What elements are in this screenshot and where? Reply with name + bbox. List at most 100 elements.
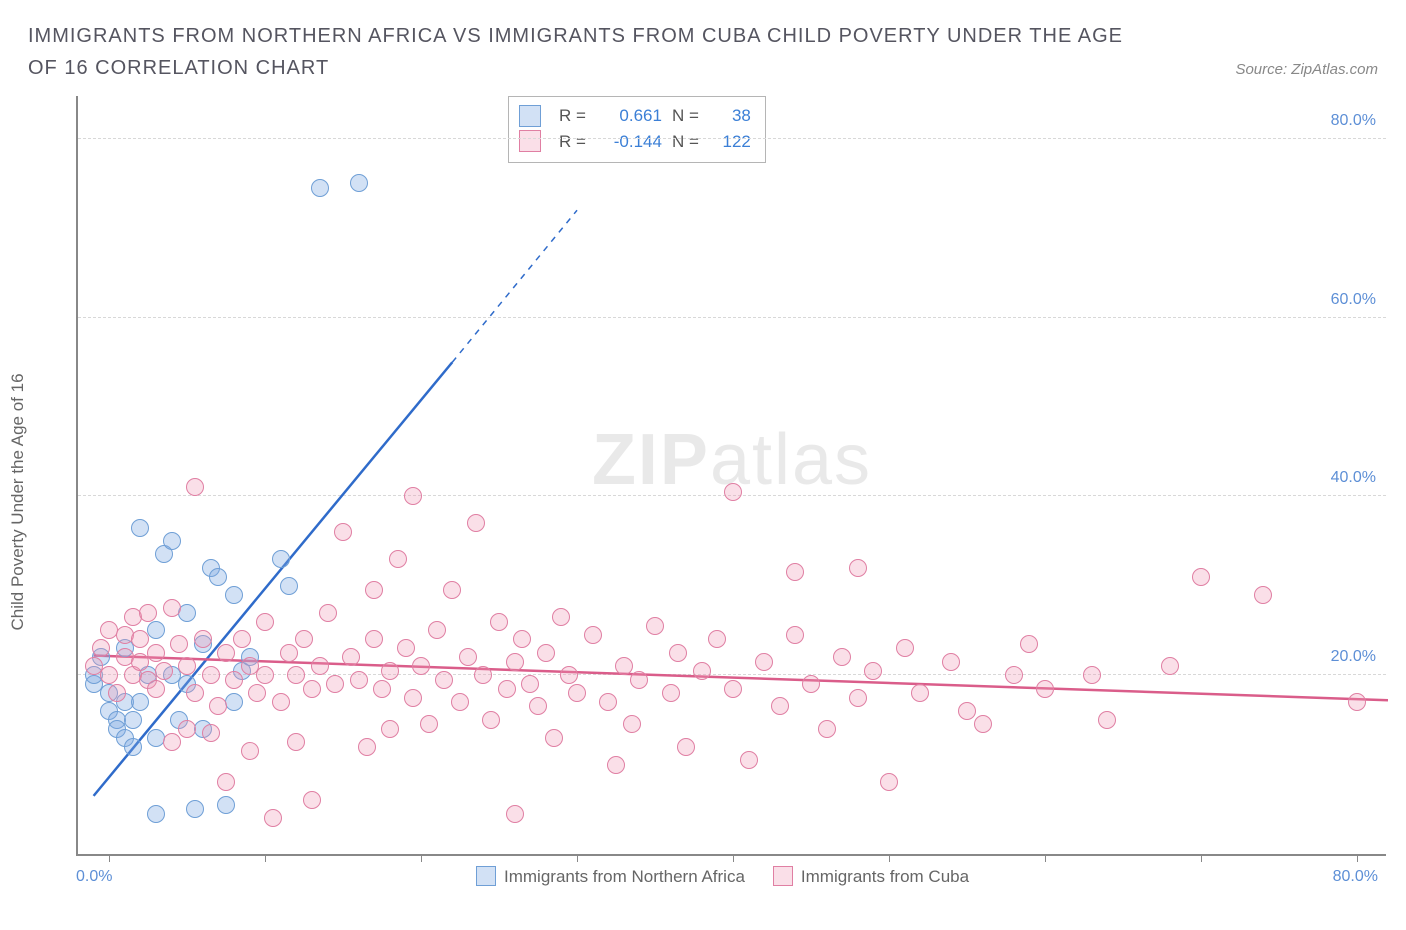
data-point-cuba <box>350 671 368 689</box>
data-point-cuba <box>474 666 492 684</box>
data-point-cuba <box>217 773 235 791</box>
n-value-series-2: 122 <box>709 129 751 155</box>
data-point-cuba <box>864 662 882 680</box>
data-point-cuba <box>662 684 680 702</box>
data-point-northern_africa <box>272 550 290 568</box>
x-tick <box>1045 854 1046 862</box>
data-point-cuba <box>295 630 313 648</box>
data-point-northern_africa <box>311 179 329 197</box>
n-label: N = <box>672 129 699 155</box>
data-point-cuba <box>404 689 422 707</box>
data-point-cuba <box>178 720 196 738</box>
r-label: R = <box>559 103 586 129</box>
data-point-cuba <box>467 514 485 532</box>
data-point-cuba <box>521 675 539 693</box>
data-point-northern_africa <box>131 519 149 537</box>
data-point-cuba <box>92 639 110 657</box>
data-point-cuba <box>334 523 352 541</box>
data-point-northern_africa <box>209 568 227 586</box>
data-point-cuba <box>974 715 992 733</box>
data-point-cuba <box>435 671 453 689</box>
data-point-cuba <box>326 675 344 693</box>
data-point-cuba <box>342 648 360 666</box>
correlation-chart: Child Poverty Under the Age of 16 ZIPatl… <box>28 96 1378 887</box>
x-tick <box>109 854 110 862</box>
data-point-cuba <box>256 666 274 684</box>
swatch-series-1 <box>519 105 541 127</box>
data-point-cuba <box>170 635 188 653</box>
data-point-cuba <box>911 684 929 702</box>
data-point-cuba <box>482 711 500 729</box>
data-point-cuba <box>365 581 383 599</box>
data-point-cuba <box>513 630 531 648</box>
data-point-cuba <box>365 630 383 648</box>
x-max-label: 80.0% <box>1333 868 1378 886</box>
data-point-cuba <box>233 630 251 648</box>
stats-row-series-1: R = 0.661 N = 38 <box>519 103 751 129</box>
x-tick <box>265 854 266 862</box>
data-point-northern_africa <box>217 796 235 814</box>
r-label: R = <box>559 129 586 155</box>
data-point-cuba <box>248 684 266 702</box>
data-point-cuba <box>771 697 789 715</box>
legend-item-series-2: Immigrants from Cuba <box>773 866 969 887</box>
x-tick <box>733 854 734 862</box>
data-point-cuba <box>802 675 820 693</box>
x-tick <box>577 854 578 862</box>
data-point-cuba <box>942 653 960 671</box>
data-point-cuba <box>623 715 641 733</box>
swatch-series-2 <box>773 866 793 886</box>
data-point-cuba <box>163 599 181 617</box>
n-value-series-1: 38 <box>709 103 751 129</box>
data-point-cuba <box>311 657 329 675</box>
n-label: N = <box>672 103 699 129</box>
data-point-cuba <box>451 693 469 711</box>
data-point-cuba <box>1083 666 1101 684</box>
y-tick-label: 80.0% <box>1331 112 1376 130</box>
data-point-cuba <box>264 809 282 827</box>
data-point-cuba <box>186 684 204 702</box>
legend-item-series-1: Immigrants from Northern Africa <box>476 866 745 887</box>
data-point-cuba <box>358 738 376 756</box>
data-point-northern_africa <box>131 693 149 711</box>
data-point-cuba <box>693 662 711 680</box>
y-tick-label: 60.0% <box>1331 291 1376 309</box>
data-point-cuba <box>381 720 399 738</box>
data-point-cuba <box>381 662 399 680</box>
y-tick-label: 20.0% <box>1331 648 1376 666</box>
data-point-cuba <box>131 630 149 648</box>
data-point-cuba <box>178 657 196 675</box>
x-tick <box>1201 854 1202 862</box>
page-title: IMMIGRANTS FROM NORTHERN AFRICA VS IMMIG… <box>28 20 1128 84</box>
data-point-cuba <box>108 684 126 702</box>
data-point-cuba <box>958 702 976 720</box>
data-point-northern_africa <box>225 586 243 604</box>
data-point-cuba <box>529 697 547 715</box>
data-point-cuba <box>568 684 586 702</box>
data-point-cuba <box>607 756 625 774</box>
data-point-cuba <box>506 805 524 823</box>
swatch-series-2 <box>519 130 541 152</box>
data-point-cuba <box>186 478 204 496</box>
data-point-northern_africa <box>124 738 142 756</box>
data-point-cuba <box>303 680 321 698</box>
data-point-cuba <box>163 733 181 751</box>
bottom-legend: Immigrants from Northern Africa Immigran… <box>476 866 969 887</box>
data-point-northern_africa <box>147 621 165 639</box>
data-point-cuba <box>287 733 305 751</box>
data-point-cuba <box>397 639 415 657</box>
y-axis-label: Child Poverty Under the Age of 16 <box>8 373 28 630</box>
data-point-cuba <box>537 644 555 662</box>
stats-legend-box: R = 0.661 N = 38 R = -0.144 N = 122 <box>508 96 766 163</box>
data-point-cuba <box>708 630 726 648</box>
data-point-cuba <box>202 666 220 684</box>
data-point-cuba <box>412 657 430 675</box>
data-point-cuba <box>498 680 516 698</box>
data-point-cuba <box>404 487 422 505</box>
x-min-label: 0.0% <box>76 868 112 886</box>
data-point-cuba <box>194 630 212 648</box>
data-point-cuba <box>849 559 867 577</box>
data-point-cuba <box>599 693 617 711</box>
gridline <box>78 674 1386 675</box>
data-point-cuba <box>545 729 563 747</box>
